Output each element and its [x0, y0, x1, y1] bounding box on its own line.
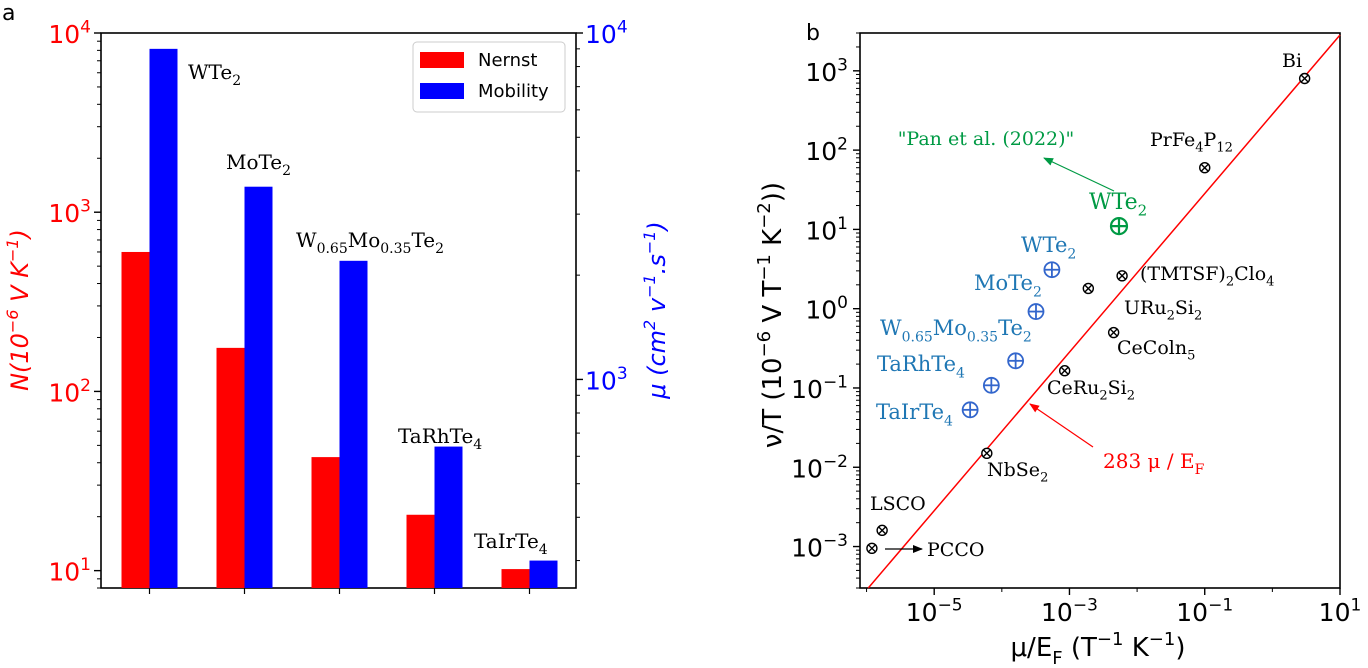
right-axis-ticks: 103​ 104​ [576, 18, 628, 562]
bar-mobility [529, 560, 558, 588]
bar-mobility [339, 260, 368, 588]
scatter-point [876, 524, 888, 537]
right-axis-label: μ (cm2​ v−1​.s−1​) [640, 221, 671, 400]
point-label-blue: TaIrTe4​ [876, 400, 953, 429]
legend-label-nernst: Nernst [478, 50, 537, 71]
y-axis-label: ν/T (10−6​ V T−1​ K−2​)) [754, 182, 788, 448]
y-tick-label: 100​ [805, 293, 848, 325]
bar-labels: WTe2​ MoTe2​ W0.65​Mo0.35​Te2​ TaRhTe4​ TaIr… [188, 60, 548, 558]
y-tick-label: 102​ [805, 135, 848, 167]
point-label: CeRu2​Si2​ [1047, 377, 1135, 404]
panel-a-label: a [2, 1, 15, 26]
bar-category-label: TaRhTe4​ [398, 424, 482, 453]
panel-a: a 101​102​103​104​ 103​104​ WTe2​MoTe2​W… [2, 1, 671, 594]
bar-nernst [406, 514, 435, 588]
fit-line [867, 34, 1341, 589]
point-label-blue: TaRhTe4​ [877, 352, 965, 381]
left-tick-label: 104​ [48, 18, 91, 50]
bar-category-label: MoTe2​ [226, 150, 291, 179]
scatter-point [961, 401, 979, 419]
bar-mobility [434, 446, 463, 588]
bar-nernst [311, 457, 340, 588]
bar-category-label: WTe2​ [188, 60, 241, 89]
scatter-point [1298, 72, 1311, 85]
bar-category-label: TaIrTe4​ [474, 529, 548, 558]
panel-b-frame [859, 32, 1341, 589]
scatter-point [866, 542, 878, 555]
legend-swatch-mobility [420, 83, 464, 99]
legend: Nernst Mobility [412, 41, 566, 113]
point-label: Bi [1282, 50, 1302, 72]
legend-label-mobility: Mobility [478, 81, 549, 102]
bar-mobility [149, 48, 178, 588]
point-label: (TMTSF)2​Clo4​ [1140, 263, 1274, 290]
panel-b-label: b [806, 21, 820, 46]
bar-nernst [216, 347, 245, 588]
panel-b-ticks: 10−5​ 10−3​ 10−1​ 101​ 10−3​ 10−2​ 10−1​ 100​ 10… [791, 32, 1362, 628]
legend-swatch-nernst [420, 52, 464, 68]
bar-mobility [244, 186, 273, 589]
point-label-blue: WTe2​ [1021, 233, 1076, 262]
scatter-point [1116, 270, 1128, 282]
scatter-point [1082, 282, 1095, 295]
point-label-green: WTe2​ [1089, 190, 1147, 220]
scatter-point [1199, 162, 1211, 174]
y-tick-label: 10−3​ [791, 531, 848, 563]
panel-b-point-labels: Bi PrFe4​P12​ (TMTSF)2​Clo4​ URu2​Si2​ CeCol… [870, 50, 1302, 561]
scatter-point [1007, 352, 1025, 370]
scatter-point [981, 447, 993, 459]
left-tick-label: 101​ [48, 555, 91, 587]
x-axis-ticks [148, 588, 531, 594]
y-tick-label: 10−1​ [791, 372, 848, 404]
x-tick-label: 10−3​ [1041, 596, 1098, 628]
pan-annotation: "Pan et al. (2022)" [898, 128, 1075, 150]
left-tick-label: 102​ [48, 376, 91, 408]
y-tick-label: 10−2​ [791, 452, 848, 484]
point-label: URu2​Si2​ [1124, 297, 1202, 324]
right-tick-label: 103​ [585, 364, 628, 396]
x-axis-label: μ/EF​ (T−1​ K−1​) [1011, 629, 1186, 668]
point-label-blue: W0.65​Mo0.35​Te2​ [880, 316, 1032, 345]
left-axis-label: N(10−6​ V K−1​) [3, 229, 34, 391]
fit-label: 283 μ / EF​ [1103, 449, 1205, 478]
panel-a-bars [121, 48, 558, 589]
left-axis-ticks: 101​ 102​ 103​ 104​ [48, 18, 101, 589]
right-tick-label: 104​ [585, 18, 628, 50]
bar-nernst [501, 569, 530, 588]
panel-b: b 10−5​ 10−3​ 10−1​ 101​ 10−3​ 10−2​ 10−1​ 100​… [754, 21, 1361, 668]
scatter-point [1043, 261, 1061, 279]
fit-arrow [1029, 403, 1094, 448]
pan-arrow [1043, 157, 1115, 192]
point-label: PCCO [927, 539, 984, 561]
x-tick-label: 10−5​ [906, 596, 963, 628]
point-label-blue: MoTe2​ [974, 271, 1042, 300]
scatter-point [1109, 217, 1129, 236]
left-tick-label: 103​ [48, 197, 91, 229]
bar-nernst [121, 251, 150, 588]
point-label: CeColn5​ [1117, 337, 1195, 364]
point-label: PrFe4​P12​ [1150, 129, 1233, 156]
y-tick-label: 103​ [805, 55, 848, 87]
scatter-point [1107, 326, 1120, 339]
x-tick-label: 101​ [1319, 596, 1362, 628]
scatter-point [1027, 303, 1045, 320]
x-tick-label: 10−1​ [1176, 596, 1233, 628]
y-tick-label: 101​ [805, 214, 848, 246]
scatter-point [1058, 365, 1071, 377]
bar-category-label: W0.65​Mo0.35​Te2​ [296, 228, 444, 257]
point-label: NbSe2​ [987, 459, 1048, 486]
point-label: LSCO [870, 493, 926, 515]
scatter-point [982, 376, 1000, 394]
panel-b-points [866, 72, 1311, 555]
